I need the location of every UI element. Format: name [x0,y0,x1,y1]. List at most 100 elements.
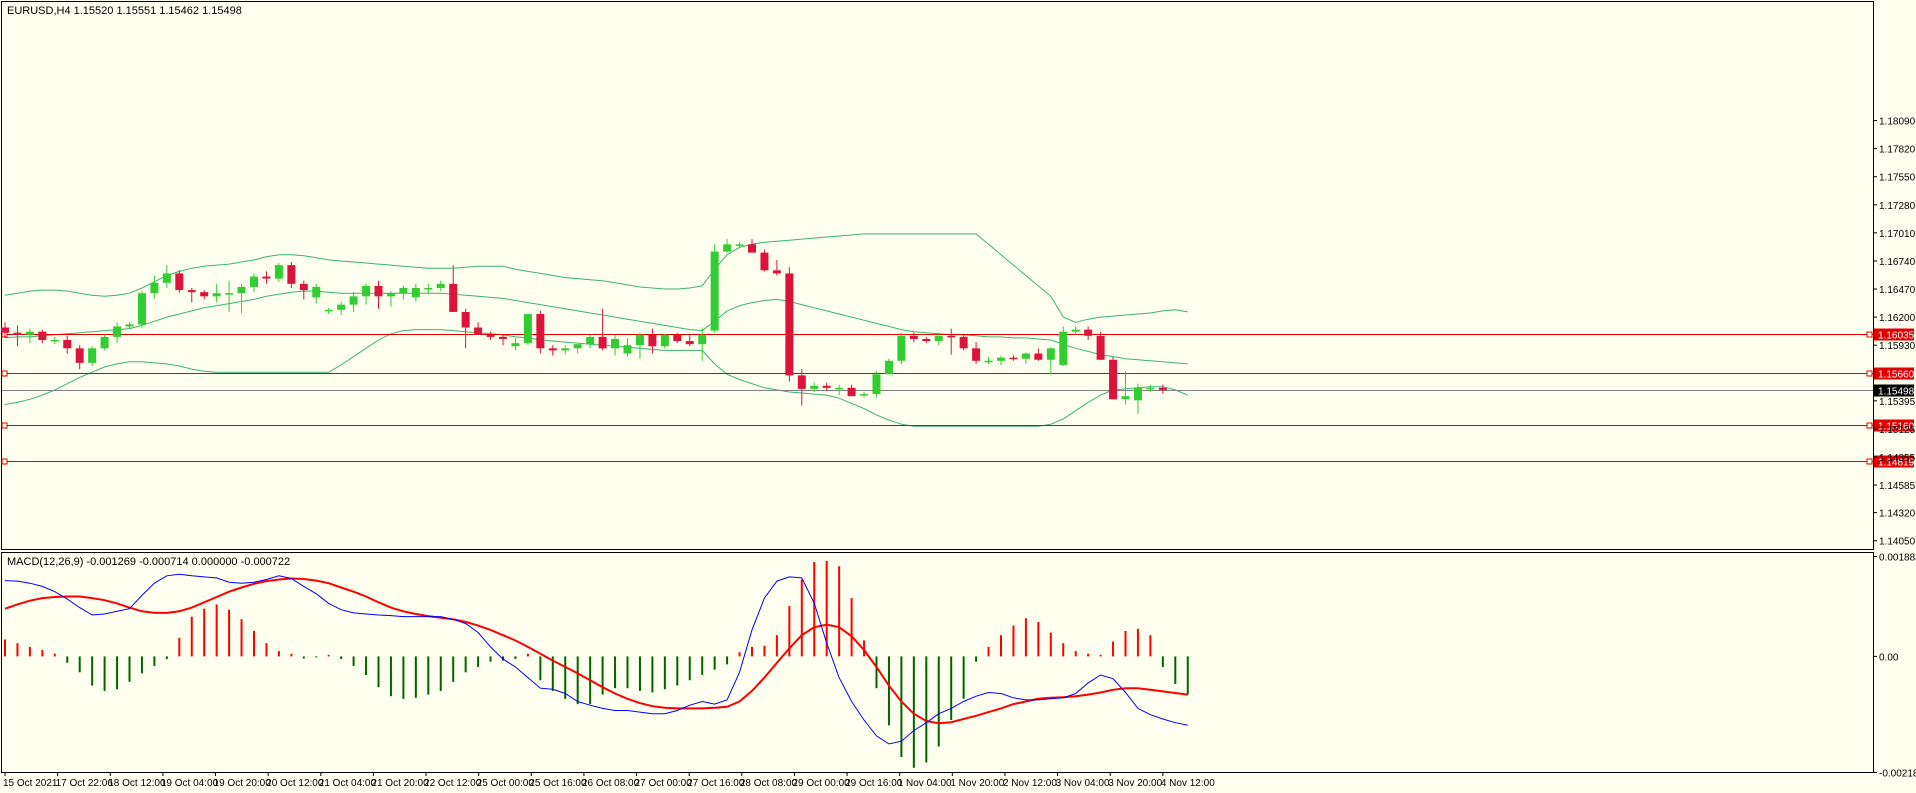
candle-body [237,286,246,294]
candle-body [548,348,557,351]
macd-axis: 0.001883 0.00 -0.002188 [1873,553,1916,779]
time-tick-label: 3 Nov 20:00 [1108,778,1162,789]
candle-body [897,335,906,361]
time-tick-label: 19 Oct 04:00 [161,778,219,789]
candle-body [511,343,520,347]
time-tick-label: 29 Oct 00:00 [792,778,850,789]
candle-body [113,326,122,337]
candle-body [660,334,669,347]
candle-body [449,283,458,312]
candle-body [75,348,84,363]
candle-body [424,288,433,290]
price-tick-label: 1.14855 [1879,453,1916,464]
level-price-label: 1.16035 [1878,331,1915,342]
candle-body [399,288,408,294]
level-price-label: 1.15660 [1878,370,1915,381]
price-window-frame [1,1,1874,550]
level-price-tag [1874,419,1914,432]
time-tick-label: 19 Oct 20:00 [214,778,272,789]
time-tick-label: 25 Oct 16:00 [529,778,587,789]
candle-body [262,276,271,279]
macd-main-line [4,573,1188,745]
candle-body [50,340,59,342]
candle-body [772,270,781,274]
candle-body [860,394,869,396]
candle-body [909,335,918,339]
candle-body [1046,348,1055,360]
price-tick-label: 1.14050 [1879,537,1916,548]
time-tick-label: 25 Oct 00:00 [477,778,535,789]
candle-body [760,252,769,271]
candle-body [1096,335,1105,360]
candle-body [797,375,806,389]
time-tick-label: 3 Nov 04:00 [1056,778,1110,789]
candle-body [299,283,308,291]
candle-body [710,251,719,331]
macd-tick-label: -0.002188 [1879,768,1916,779]
horizontal-levels[interactable] [1,331,1873,465]
macd-lines [4,573,1188,745]
bid-price-tag [1874,384,1914,397]
candle-body [13,332,22,335]
level-anchor-right [1866,370,1873,377]
bollinger-bands [4,233,1188,427]
candle-body [536,314,545,349]
macd-window[interactable]: MACD(12,26,9) -0.001269 -0.000714 0.0000… [1,552,1874,773]
level-anchor-right [1866,422,1873,429]
time-tick-label: 1 Nov 20:00 [950,778,1004,789]
candle-body [125,324,134,327]
bollinger-middle-line [4,290,1188,365]
candle-body [698,334,707,345]
candle-body [922,338,931,342]
level-anchor-left [1,422,8,429]
candle-body [100,336,109,349]
candle-body [461,311,470,328]
candle-body [274,265,283,279]
candle-body [324,309,333,312]
level-price-tag [1874,455,1914,468]
candle-body [1009,357,1018,360]
candle-body [349,296,358,305]
candle-body [635,334,644,346]
candle-body [648,334,657,347]
level-anchor-right [1866,458,1873,465]
candle-body [287,265,296,284]
candle-body [386,293,395,297]
candle-body [1121,396,1130,400]
candle-body [523,314,532,344]
candle-body [1059,331,1068,365]
candle-body [374,285,383,297]
price-tick-label: 1.17280 [1879,201,1916,212]
price-tick-label: 1.15395 [1879,397,1916,408]
candle-body [1084,329,1093,336]
candle-body [225,293,234,295]
price-tick-label: 1.16470 [1879,285,1916,296]
candle-body [573,344,582,349]
price-window[interactable]: EURUSD,H4 1.15520 1.15551 1.15462 1.1549… [1,1,1874,550]
time-tick-label: 2 Nov 12:00 [1003,778,1057,789]
candle-body [200,292,209,297]
price-tick-label: 1.16200 [1879,313,1916,324]
level-anchor-left [1,370,8,377]
candle-body [561,348,570,351]
candle-body [486,334,495,337]
candle-body [586,336,595,345]
candle-body [673,334,682,342]
time-tick-label: 4 Nov 12:00 [1161,778,1215,789]
price-tick-label: 1.15125 [1879,425,1916,436]
candle-body [212,293,221,297]
time-tick-label: 27 Oct 16:00 [687,778,745,789]
candle-body [63,340,72,349]
time-tick-label: 18 Oct 12:00 [108,778,166,789]
candle-body [997,357,1005,361]
candle-body [175,273,184,291]
time-tick-label: 20 Oct 12:00 [266,778,324,789]
candle-body [337,304,346,310]
symbol-info: EURUSD,H4 1.15520 1.15551 1.15462 1.1549… [7,5,242,17]
candle-body [984,360,993,363]
candle-body [723,244,732,252]
bollinger-lower-line [4,329,1188,427]
